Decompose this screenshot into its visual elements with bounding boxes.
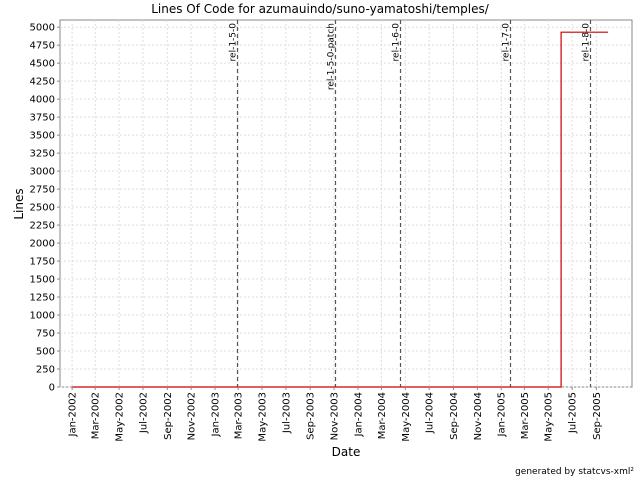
- x-tick-label: Jan-2004: [353, 392, 364, 437]
- chart-title: Lines Of Code for azumauindo/suno-yamato…: [151, 2, 490, 16]
- y-tick-label: 1250: [30, 293, 55, 304]
- release-marker-label: rel-1-6-0: [392, 23, 402, 62]
- y-tick-label: 500: [36, 347, 55, 358]
- y-tick-label: 3750: [30, 113, 55, 124]
- series-layer: [72, 31, 609, 388]
- y-tick-label: 4000: [30, 95, 55, 106]
- y-tick-label: 5000: [30, 23, 55, 34]
- x-tick-label: Nov-2003: [330, 392, 341, 440]
- x-tick-label: Nov-2002: [187, 392, 198, 440]
- y-axis: 0 250 500 750 1000 1250 1500 1750 2000 2250 2500 27…: [30, 23, 60, 394]
- release-marker-label: rel-1-5-0-patch: [327, 23, 337, 90]
- y-tick-label: 250: [36, 365, 55, 376]
- x-tick-label: May-2003: [258, 392, 269, 442]
- y-tick-label: 2500: [30, 203, 55, 214]
- x-axis: Jan-2002 Mar-2002 May-2002 Jul-2002 Sep-2002…: [68, 387, 603, 442]
- x-tick-label: Mar-2004: [377, 392, 388, 439]
- x-tick-label: Jul-2002: [139, 392, 150, 434]
- release-marker-label: rel-1-8-0: [582, 23, 592, 62]
- y-tick-label: 750: [36, 329, 55, 340]
- y-tick-label: 2750: [30, 185, 55, 196]
- x-tick-label: May-2004: [401, 392, 412, 442]
- x-tick-label: Jul-2004: [425, 392, 436, 434]
- x-tick-label: May-2005: [544, 392, 555, 442]
- x-tick-label: Mar-2002: [91, 392, 102, 439]
- footer-credit: generated by statcvs-xml²: [515, 467, 634, 477]
- y-tick-label: 4250: [30, 77, 55, 88]
- x-tick-label: Mar-2005: [520, 392, 531, 439]
- x-tick-label: Jul-2005: [568, 392, 579, 434]
- y-tick-label: 1500: [30, 275, 55, 286]
- y-tick-label: 0: [49, 383, 55, 394]
- y-tick-label: 3000: [30, 167, 55, 178]
- y-tick-label: 2250: [30, 221, 55, 232]
- x-tick-label: Jan-2002: [68, 392, 79, 437]
- x-tick-label: Sep-2005: [592, 392, 603, 440]
- x-tick-label: Jan-2005: [497, 392, 508, 437]
- x-tick-label: May-2002: [115, 392, 126, 442]
- y-tick-label: 1000: [30, 311, 55, 322]
- release-marker-label: rel-1-5-0: [229, 23, 239, 62]
- x-tick-label: Nov-2004: [473, 392, 484, 440]
- grid-layer: [60, 20, 632, 388]
- x-tick-label: Sep-2004: [449, 392, 460, 440]
- marker-layer: rel-1-5-0 rel-1-5-0-patch rel-1-6-0 rel-1-7…: [229, 20, 592, 387]
- x-axis-title: Date: [332, 445, 361, 459]
- loc-series-line: [72, 31, 609, 388]
- y-tick-label: 1750: [30, 257, 55, 268]
- plot-area: [59, 19, 633, 388]
- release-marker-label: rel-1-7-0: [502, 23, 512, 62]
- x-tick-label: Sep-2002: [163, 392, 174, 440]
- y-tick-label: 4750: [30, 41, 55, 52]
- y-tick-label: 3250: [30, 149, 55, 160]
- x-tick-label: Jan-2003: [211, 392, 222, 437]
- y-tick-label: 4500: [30, 59, 55, 70]
- x-tick-label: Mar-2003: [234, 392, 245, 439]
- y-tick-label: 3500: [30, 131, 55, 142]
- x-tick-label: Sep-2003: [306, 392, 317, 440]
- y-tick-label: 2000: [30, 239, 55, 250]
- x-tick-label: Jul-2003: [281, 392, 292, 434]
- y-axis-title: Lines: [12, 188, 26, 219]
